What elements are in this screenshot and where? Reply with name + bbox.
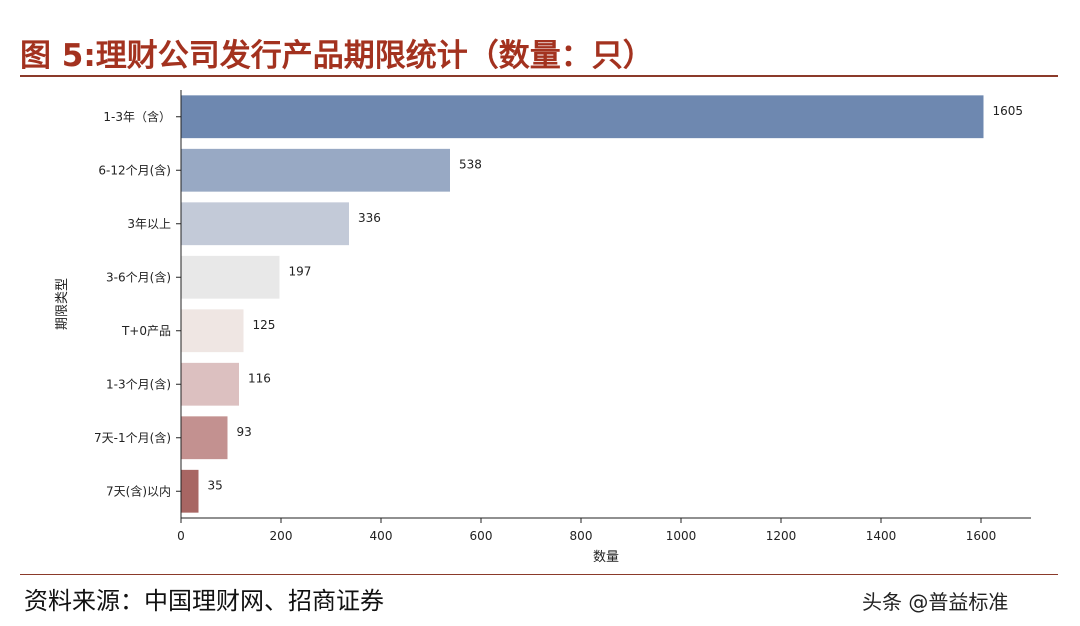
- bar: [181, 469, 199, 513]
- x-tick-label: 1400: [866, 529, 897, 543]
- x-tick-label: 200: [270, 529, 293, 543]
- y-tick-label: 6-12个月(含): [98, 162, 171, 177]
- data-label: 1605: [993, 104, 1024, 118]
- title-divider: [20, 75, 1058, 77]
- data-label: 35: [208, 478, 223, 492]
- data-label: 336: [358, 211, 381, 225]
- y-tick-label: T+0产品: [121, 324, 171, 338]
- y-tick-label: 3年以上: [127, 217, 171, 231]
- bar: [181, 95, 984, 139]
- y-tick-label: 3-6个月(含): [106, 269, 171, 284]
- data-label: 116: [248, 371, 271, 385]
- source-divider: [20, 574, 1058, 575]
- chart-title: 图 5:理财公司发行产品期限统计（数量：只）: [20, 38, 654, 74]
- data-label: 197: [289, 264, 312, 278]
- x-tick-label: 1000: [666, 529, 697, 543]
- x-tick-label: 0: [177, 529, 185, 543]
- watermark: 头条 @普益标准: [862, 590, 1009, 614]
- bar-chart: 1-3年（含） 1605 6-12个月(含) 538 3年以上 336 3-6个月(含) 19…: [55, 90, 1031, 565]
- y-axis-title: 期限类型: [55, 278, 70, 330]
- bar: [181, 148, 450, 192]
- bar: [181, 255, 280, 299]
- x-tick-label: 800: [570, 529, 593, 543]
- y-tick-label: 1-3个月(含): [106, 376, 171, 391]
- x-tick-label: 1200: [766, 529, 797, 543]
- data-label: 93: [237, 425, 252, 439]
- data-label: 538: [459, 157, 482, 171]
- bar: [181, 362, 239, 406]
- x-tick-label: 400: [370, 529, 393, 543]
- bar: [181, 309, 244, 353]
- x-tick-label: 1600: [966, 529, 997, 543]
- y-tick-label: 7天(含)以内: [106, 483, 171, 498]
- y-tick-label: 1-3年（含）: [103, 109, 171, 124]
- bar: [181, 416, 228, 460]
- bar: [181, 202, 349, 246]
- y-tick-label: 7天-1个月(含): [94, 430, 171, 445]
- source-note: 资料来源：中国理财网、招商证券: [24, 587, 384, 615]
- x-axis-title: 数量: [593, 550, 619, 565]
- x-tick-label: 600: [470, 529, 493, 543]
- data-label: 125: [253, 318, 276, 332]
